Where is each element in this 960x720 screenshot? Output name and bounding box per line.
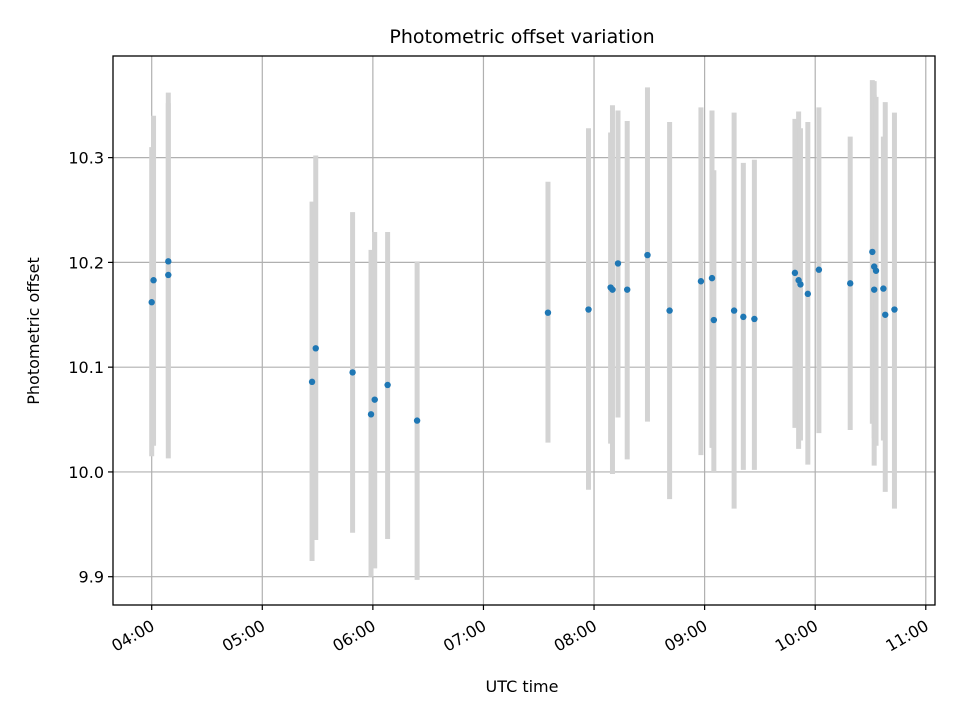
x-tick-label: 11:00 xyxy=(882,616,931,656)
x-tick-label: 04:00 xyxy=(108,616,157,656)
data-point xyxy=(644,251,651,259)
data-point xyxy=(751,315,758,323)
error-bars xyxy=(149,80,897,580)
data-point xyxy=(740,313,747,321)
data-point xyxy=(150,277,157,284)
data-point xyxy=(165,271,172,279)
data-point xyxy=(872,267,880,274)
data-point xyxy=(367,411,375,418)
y-tick-label: 10.0 xyxy=(68,463,104,482)
y-tick-label: 10.1 xyxy=(68,358,104,377)
data-point xyxy=(870,286,878,293)
data-point xyxy=(710,316,718,324)
data-point xyxy=(349,369,356,376)
y-tick-label: 10.2 xyxy=(68,253,104,272)
data-point xyxy=(882,311,889,318)
x-tick-label: 09:00 xyxy=(661,616,710,656)
data-point xyxy=(891,306,898,313)
data-point xyxy=(869,248,876,256)
data-point xyxy=(697,278,705,285)
data-point xyxy=(413,417,421,424)
y-axis-title: Photometric offset xyxy=(24,257,43,405)
x-tick-label: 07:00 xyxy=(440,616,489,656)
data-point xyxy=(585,306,592,313)
data-point xyxy=(544,309,552,316)
x-axis-ticks: 04:00 05:00 06:00 07:00 08:00 09:00 10:00 11:00 xyxy=(108,605,932,656)
data-points xyxy=(148,248,898,424)
grid xyxy=(113,56,935,605)
x-tick-label: 06:00 xyxy=(329,616,378,656)
x-axis-title: UTC time xyxy=(486,677,559,696)
chart-title: Photometric offset variation xyxy=(389,26,654,48)
data-point xyxy=(371,396,378,403)
data-point xyxy=(312,345,319,352)
data-point xyxy=(847,280,854,287)
data-point xyxy=(708,274,716,282)
data-point xyxy=(730,307,738,314)
y-tick-label: 10.3 xyxy=(68,149,104,168)
data-point xyxy=(666,307,673,314)
y-axis-ticks: 9.9 10.0 10.1 10.2 10.3 xyxy=(68,149,113,587)
data-point xyxy=(791,269,799,277)
data-point xyxy=(165,258,172,265)
data-point xyxy=(148,299,155,306)
data-point xyxy=(797,281,804,288)
data-point xyxy=(880,285,887,292)
data-point xyxy=(609,286,616,293)
plot-frame xyxy=(112,55,936,606)
data-point xyxy=(815,266,823,273)
y-tick-label: 9.9 xyxy=(79,568,104,587)
x-tick-label: 05:00 xyxy=(219,616,268,656)
x-tick-label: 08:00 xyxy=(551,616,600,656)
x-tick-label: 10:00 xyxy=(772,616,821,656)
data-point xyxy=(804,290,812,298)
data-point xyxy=(308,378,316,386)
data-point xyxy=(384,381,391,389)
data-point xyxy=(624,286,631,293)
data-point xyxy=(614,260,622,267)
